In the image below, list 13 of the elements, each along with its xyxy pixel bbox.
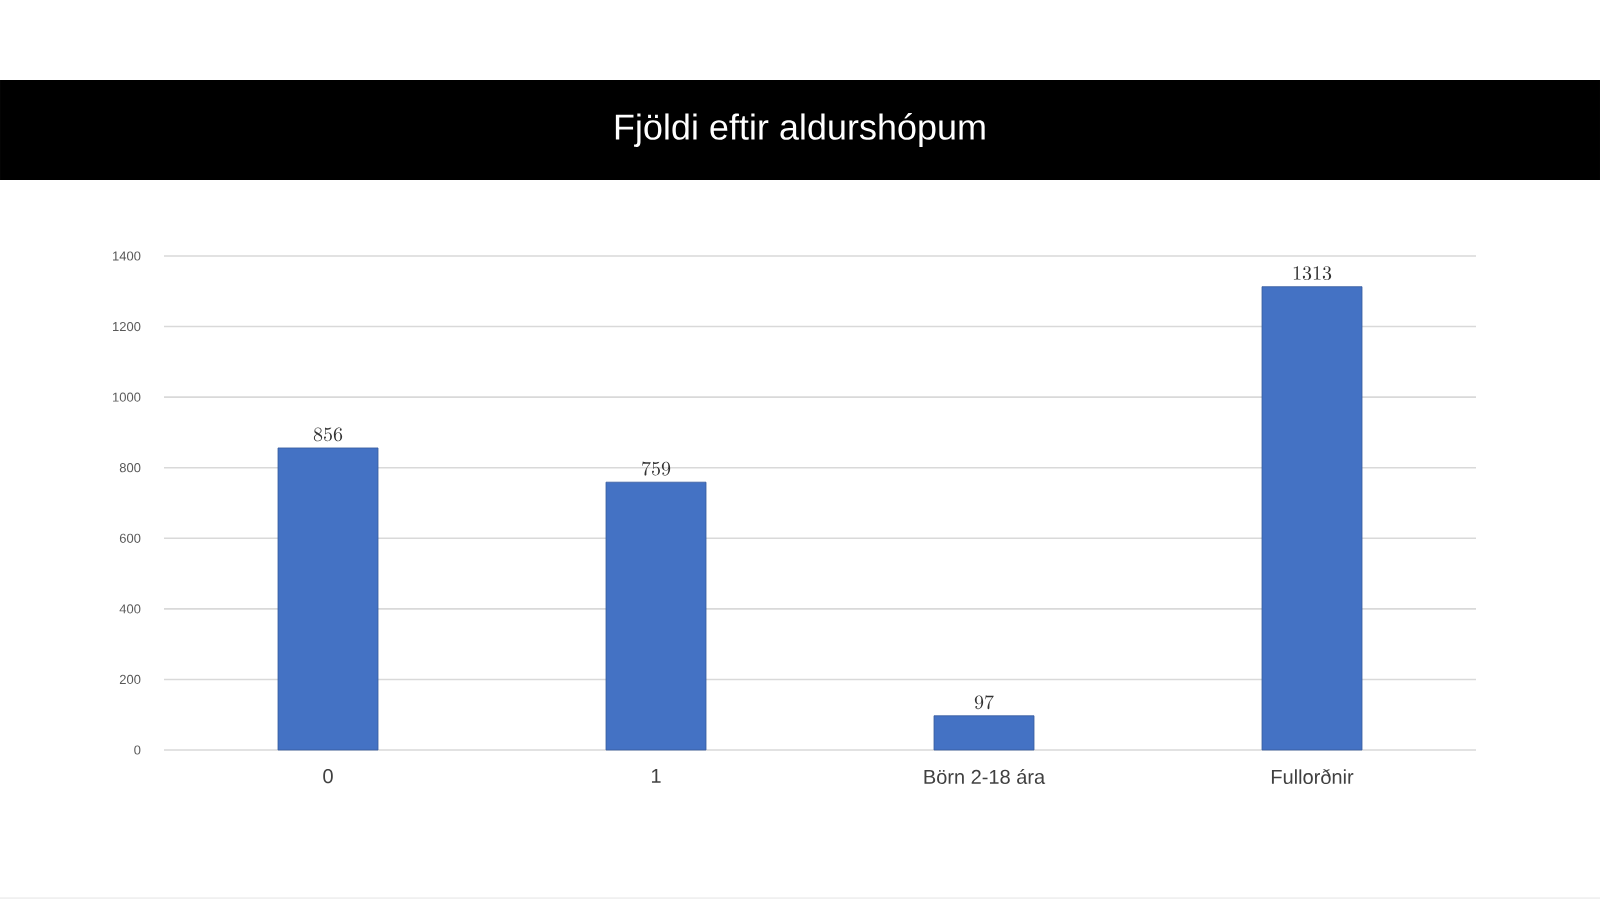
bar <box>277 447 379 751</box>
data-label: 759 <box>642 461 671 476</box>
x-tick-label: 0 <box>323 769 333 784</box>
chart-title: Fjöldi eftir aldurshópum <box>615 113 985 147</box>
x-tick-label: Fullorðnir <box>1271 769 1354 785</box>
bar <box>1261 286 1363 751</box>
bar <box>605 481 707 751</box>
bar <box>933 715 1035 751</box>
x-tick-label: Börn 2-18 ára <box>924 769 1046 784</box>
data-label: 1313 <box>1293 266 1332 281</box>
data-label: 97 <box>974 695 994 710</box>
data-label: 856 <box>313 427 343 442</box>
x-tick-label: 1 <box>651 769 661 783</box>
